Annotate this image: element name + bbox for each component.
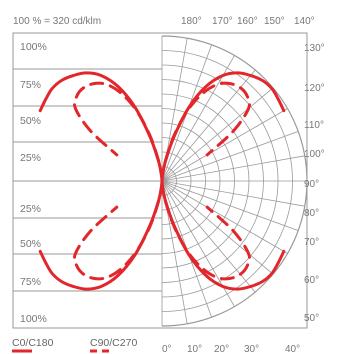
series-c90-c270 [72, 81, 252, 281]
pct-label-upper-100: 100% [20, 41, 47, 53]
pct-label-lower-100: 100% [20, 313, 47, 325]
right-angle-70: 70° [304, 237, 319, 248]
grid-radial [161, 180, 305, 207]
legend-label-c0-c180: C0/C180 [12, 337, 54, 349]
curve-upper-right [160, 71, 286, 183]
bottom-angle-40: 40° [285, 344, 300, 354]
right-angle-120: 120° [304, 83, 325, 94]
curve-upper-left [38, 71, 164, 183]
bottom-angle-10: 10° [187, 344, 202, 354]
grid-radial [161, 180, 274, 275]
right-angle-90: 90° [304, 179, 319, 190]
legend-label-c90-c270: C90/C270 [90, 337, 137, 349]
pct-label-lower-75: 75% [20, 276, 41, 288]
curve-lower-left [72, 179, 164, 281]
bottom-angle-0: 0° [162, 344, 172, 354]
bottom-angle-30: 30° [244, 344, 259, 354]
top-angle-150: 150° [264, 16, 285, 27]
bottom-angle-20: 20° [214, 344, 229, 354]
right-angle-100: 100° [304, 149, 325, 160]
right-angle-80: 80° [304, 208, 319, 219]
chart-title: 100 % = 320 cd/klm [13, 16, 101, 27]
top-angle-170: 170° [212, 16, 233, 27]
right-angle-110: 110° [304, 120, 324, 131]
intensity-curves [38, 71, 286, 291]
curve-lower-right [160, 179, 286, 291]
grid-radial [161, 155, 305, 182]
pct-label-upper-75: 75% [20, 79, 41, 91]
top-angle-180: 180° [181, 16, 202, 27]
curve-upper-right [160, 81, 252, 183]
grid-radial [161, 180, 299, 231]
curve-lower-right [160, 179, 252, 281]
curve-lower-left [38, 179, 164, 291]
right-angle-130: 130° [304, 43, 325, 54]
right-angle-50: 50° [304, 313, 319, 324]
grid-radial [161, 180, 288, 254]
grid-radial [161, 131, 299, 182]
right-angle-60: 60° [304, 275, 319, 286]
curve-upper-left [72, 81, 164, 183]
grid-radial [161, 87, 274, 182]
pct-label-lower-50: 50% [20, 238, 41, 250]
chart-grid [12, 32, 308, 329]
grid-radial [161, 108, 288, 182]
top-angle-140: 140° [294, 16, 315, 27]
pct-label-upper-50: 50% [20, 115, 41, 127]
pct-label-lower-25: 25% [20, 203, 41, 215]
pct-label-upper-25: 25% [20, 152, 41, 164]
top-angle-160: 160° [237, 16, 258, 27]
